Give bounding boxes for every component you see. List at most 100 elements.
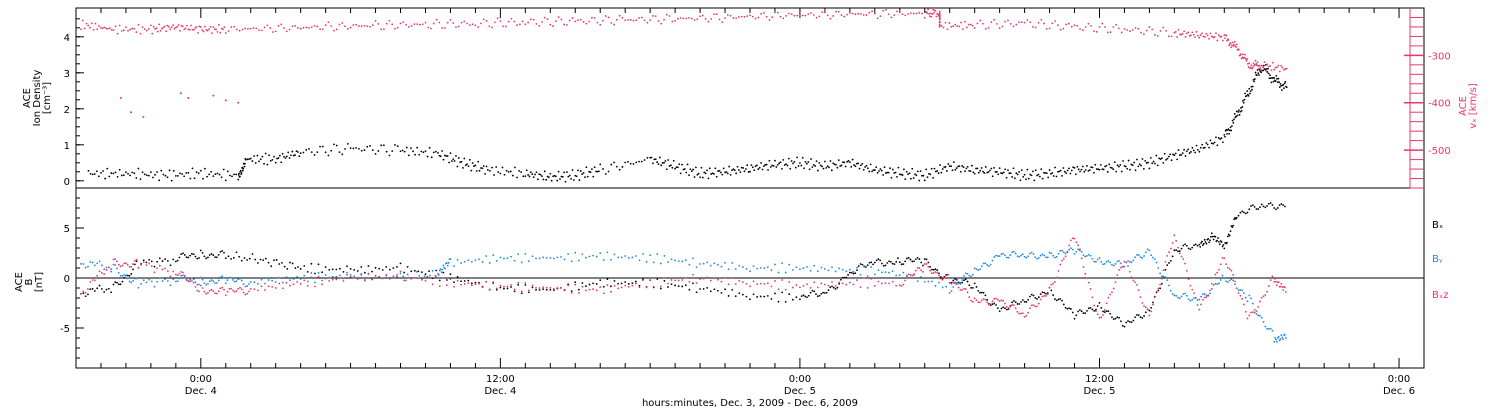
b-field-point xyxy=(180,253,183,256)
vx-point xyxy=(247,27,249,30)
ion-density-point xyxy=(750,164,753,167)
ion-density-point xyxy=(1012,167,1015,170)
b-field-point xyxy=(1157,267,1160,269)
b-field-point xyxy=(346,265,348,268)
b-field-point xyxy=(1278,339,1281,342)
b-field-point xyxy=(274,287,277,289)
b-field-point xyxy=(1039,298,1042,301)
y-left-tick-label: 0 xyxy=(64,177,70,188)
ion-density-point xyxy=(495,166,498,168)
b-field-point xyxy=(823,268,826,270)
b-field-point xyxy=(1111,263,1113,266)
b-field-point xyxy=(335,268,338,271)
b-field-point xyxy=(709,264,712,267)
vx-point xyxy=(103,26,106,29)
vx-point xyxy=(557,16,560,18)
ion-density-point xyxy=(803,167,805,170)
b-field-point xyxy=(1143,255,1145,257)
b-field-point xyxy=(884,271,887,274)
ion-density-point xyxy=(1267,72,1270,75)
ion-density-point xyxy=(597,170,600,173)
vx-point xyxy=(760,12,762,15)
b-field-point xyxy=(610,258,612,261)
vx-point xyxy=(927,8,929,11)
vx-point xyxy=(1184,36,1187,38)
b-field-point xyxy=(1057,252,1060,255)
b-field-point xyxy=(1148,249,1151,252)
b-field-point xyxy=(178,256,181,259)
vx-point xyxy=(335,28,338,31)
b-field-point xyxy=(936,269,939,272)
b-field-point xyxy=(752,293,755,296)
vx-point xyxy=(676,17,679,20)
b-field-point xyxy=(1077,248,1079,251)
ion-density-point xyxy=(743,170,746,173)
b-field-point xyxy=(1210,287,1213,290)
vx-point xyxy=(205,29,208,31)
b-field-point xyxy=(278,282,281,285)
b-field-point xyxy=(1201,240,1203,243)
vx-point xyxy=(1235,46,1237,48)
b-field-point xyxy=(1273,207,1276,209)
ion-density-point xyxy=(1269,74,1271,77)
b-field-point xyxy=(356,270,359,272)
vx-point xyxy=(166,24,169,27)
ion-density-point xyxy=(189,177,192,180)
vx-point xyxy=(518,23,521,26)
vx-point xyxy=(649,19,652,22)
b-field-point xyxy=(281,261,283,264)
vx-point xyxy=(574,20,577,23)
ion-density-point xyxy=(574,174,577,177)
ion-density-point xyxy=(735,172,738,175)
vx-point xyxy=(1199,34,1202,36)
vx-point xyxy=(1137,27,1140,30)
b-field-point xyxy=(857,265,860,268)
b-field-point xyxy=(831,285,833,288)
b-field-point xyxy=(1046,293,1049,296)
b-field-point xyxy=(299,283,302,285)
b-field-point xyxy=(1203,293,1206,295)
b-field-point xyxy=(217,290,220,293)
b-field-point xyxy=(356,278,359,280)
b-field-point xyxy=(684,259,687,262)
ion-density-point xyxy=(1066,169,1069,172)
b-field-point xyxy=(114,264,117,266)
ion-density-point xyxy=(445,155,448,158)
vx-point xyxy=(1098,25,1101,28)
b-field-point xyxy=(321,271,323,274)
b-field-point xyxy=(699,278,701,280)
b-field-point xyxy=(1276,207,1279,209)
b-field-point xyxy=(1198,298,1201,301)
vx-point xyxy=(799,14,801,17)
ion-density-point xyxy=(464,164,467,167)
b-field-point xyxy=(499,286,502,289)
b-field-point xyxy=(1082,312,1085,314)
ion-density-point xyxy=(593,166,596,169)
b-field-point xyxy=(638,286,641,289)
ion-density-point xyxy=(145,174,148,177)
ion-density-point xyxy=(905,170,908,173)
b-field-point xyxy=(745,295,748,298)
b-field-point xyxy=(1218,243,1221,246)
ion-density-point xyxy=(420,150,423,153)
vx-point xyxy=(180,24,183,27)
b-field-point xyxy=(402,275,405,278)
ion-density-point xyxy=(1037,173,1040,176)
b-field-point xyxy=(1182,293,1185,295)
b-field-point xyxy=(1128,260,1131,263)
b-field-point xyxy=(1239,289,1242,291)
b-field-point xyxy=(1203,238,1206,241)
b-field-point xyxy=(237,278,240,281)
b-field-point xyxy=(114,281,117,284)
ion-density-point xyxy=(1098,168,1101,171)
b-field-point xyxy=(205,257,208,260)
vx-point xyxy=(197,31,199,34)
b-field-point xyxy=(158,277,161,280)
ion-density-point xyxy=(1209,139,1212,142)
b-field-point xyxy=(87,293,89,296)
b-field-point xyxy=(975,268,978,271)
b-field-point xyxy=(82,292,85,295)
b-field-point xyxy=(415,271,418,273)
vx-point xyxy=(796,14,799,17)
b-field-point xyxy=(1039,293,1042,296)
